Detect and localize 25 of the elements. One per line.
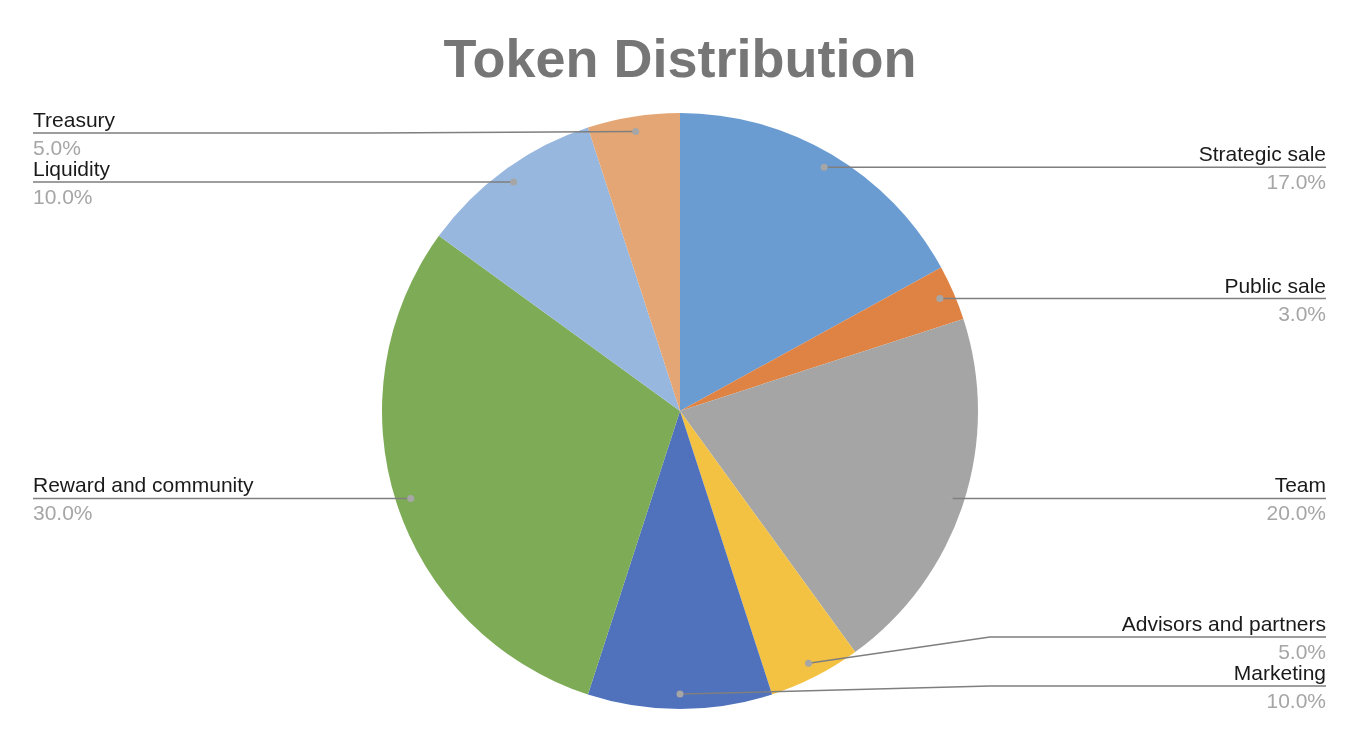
pie-slice — [680, 318, 978, 653]
slice-label: Marketing — [1233, 661, 1326, 684]
data-label: 5.0% — [1278, 640, 1326, 663]
chart-title: Token Distribution — [442, 28, 918, 88]
slice-label: Reward and community — [33, 473, 255, 497]
pie-slice — [382, 235, 680, 695]
pie-slice — [438, 127, 680, 411]
data-label: 5.0% — [33, 136, 81, 159]
slice-label: Team — [1274, 473, 1326, 497]
data-label: 17.0% — [1266, 170, 1326, 194]
slice-label: Liquidity — [33, 157, 111, 180]
data-label: 30.0% — [33, 501, 93, 525]
data-label: 3.0% — [1278, 301, 1326, 325]
pie-slice — [587, 411, 773, 709]
pie-slice — [680, 113, 942, 411]
data-label: 10.0% — [1266, 689, 1326, 712]
data-label: 10.0% — [33, 185, 93, 208]
pie-slice — [680, 411, 856, 695]
pie-slice — [680, 267, 964, 411]
slice-label: Treasury — [33, 108, 116, 131]
pie-slice — [587, 113, 680, 411]
slice-label: Strategic sale — [1198, 142, 1326, 166]
slice-label: Advisors and partners — [1121, 612, 1326, 635]
data-label: 20.0% — [1266, 501, 1326, 525]
slice-label: Public sale — [1224, 273, 1326, 297]
